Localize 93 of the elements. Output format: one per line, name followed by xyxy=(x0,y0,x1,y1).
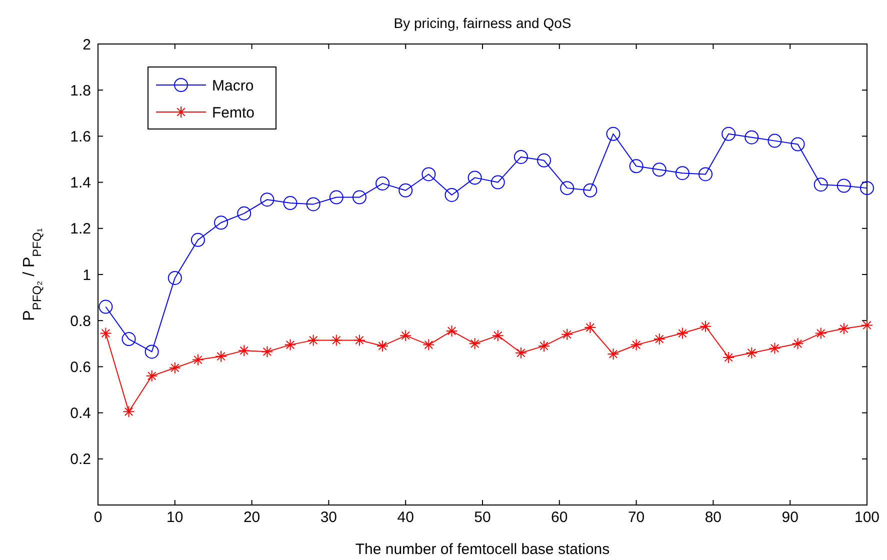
point xyxy=(744,130,759,144)
x-tick-label: 10 xyxy=(166,509,184,526)
legend-label: Macro xyxy=(212,77,254,94)
point xyxy=(468,338,481,350)
point xyxy=(444,188,459,202)
point xyxy=(422,338,435,351)
y-tick-label: 1.8 xyxy=(70,82,91,100)
point xyxy=(330,334,342,346)
point xyxy=(606,126,620,141)
point xyxy=(238,344,250,357)
point xyxy=(329,190,344,204)
y-tick-label: 1.4 xyxy=(70,174,91,192)
point xyxy=(376,176,390,190)
point xyxy=(629,159,644,174)
point xyxy=(307,334,320,346)
point xyxy=(237,206,252,220)
point xyxy=(261,346,274,358)
x-tick-label: 20 xyxy=(243,509,260,526)
point xyxy=(468,170,482,185)
point xyxy=(722,126,736,141)
point xyxy=(400,330,412,342)
point xyxy=(607,348,620,360)
y-tick-label: 0.2 xyxy=(70,451,91,468)
point xyxy=(653,333,666,346)
point xyxy=(514,150,528,164)
x-tick-label: 30 xyxy=(320,509,338,526)
point xyxy=(746,346,758,359)
point xyxy=(168,270,182,285)
point xyxy=(168,362,181,374)
point xyxy=(560,181,574,196)
point xyxy=(768,342,781,354)
x-tick-label: 90 xyxy=(782,509,798,526)
point xyxy=(700,320,712,332)
point xyxy=(792,338,804,350)
point xyxy=(676,327,688,340)
chart-title: By pricing, fairness and QoS xyxy=(394,15,572,31)
point xyxy=(836,178,851,193)
y-tick-label: 0.6 xyxy=(70,358,91,376)
point xyxy=(190,232,205,247)
point xyxy=(790,137,805,152)
x-tick-label: 40 xyxy=(397,509,414,526)
x-tick-label: 50 xyxy=(474,509,491,526)
point xyxy=(146,370,158,382)
point xyxy=(122,406,135,418)
point xyxy=(768,134,782,148)
point xyxy=(98,300,113,314)
point xyxy=(260,192,274,207)
point xyxy=(306,197,320,212)
point xyxy=(398,183,413,198)
point xyxy=(122,332,136,346)
x-tick-label: 0 xyxy=(94,509,102,526)
point xyxy=(422,167,436,182)
point xyxy=(861,319,873,332)
point xyxy=(561,328,574,340)
point xyxy=(538,340,550,352)
x-tick-label: 70 xyxy=(628,509,645,526)
y-tick-label: 0.8 xyxy=(70,312,91,330)
x-tick-label: 100 xyxy=(854,509,880,526)
point xyxy=(215,350,228,362)
x-axis-title: The number of femtocell base stations xyxy=(355,541,610,558)
point xyxy=(352,190,366,204)
point xyxy=(284,338,296,351)
point xyxy=(722,351,735,364)
point xyxy=(814,178,828,192)
y-tick-label: 1.6 xyxy=(70,128,91,146)
y-tick-label: 0.4 xyxy=(70,405,91,422)
point xyxy=(446,324,458,337)
point xyxy=(144,344,159,359)
point xyxy=(492,330,504,342)
x-tick-label: 60 xyxy=(551,509,568,526)
point xyxy=(652,162,666,177)
point xyxy=(814,327,827,340)
point xyxy=(584,322,596,334)
point xyxy=(192,354,204,366)
point xyxy=(630,338,642,351)
point xyxy=(583,183,598,198)
y-tick-label: 1 xyxy=(82,266,91,284)
point xyxy=(675,166,690,180)
legend-label: Femto xyxy=(212,104,255,122)
point xyxy=(838,322,850,335)
y-tick-label: 2 xyxy=(82,36,91,54)
point xyxy=(860,181,874,196)
x-tick-label: 80 xyxy=(704,509,722,526)
point xyxy=(698,167,713,182)
point xyxy=(283,196,298,210)
point xyxy=(490,175,505,190)
point xyxy=(376,340,389,352)
y-tick-label: 1.2 xyxy=(70,220,91,238)
point xyxy=(537,153,552,168)
point xyxy=(100,327,112,340)
point xyxy=(214,216,228,230)
point xyxy=(353,334,366,346)
point xyxy=(514,346,527,359)
